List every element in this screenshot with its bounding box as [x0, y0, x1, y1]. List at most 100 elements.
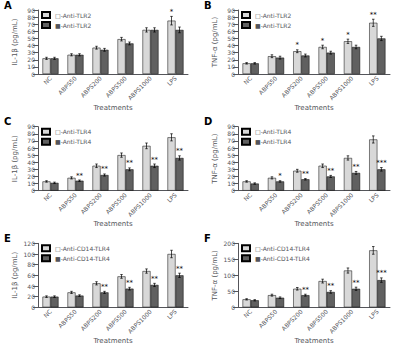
- svg-text:30: 30: [27, 166, 35, 173]
- svg-text:ABPS1000: ABPS1000: [126, 308, 153, 335]
- svg-text:ABPS50: ABPS50: [57, 308, 79, 330]
- svg-text:A: A: [4, 0, 12, 11]
- svg-text:**: **: [176, 265, 184, 273]
- svg-text:80: 80: [27, 14, 35, 21]
- svg-text:40: 40: [27, 42, 35, 49]
- svg-text:50: 50: [227, 288, 235, 295]
- svg-text:40: 40: [27, 283, 35, 290]
- svg-text:80: 80: [27, 261, 35, 268]
- svg-text:LPS: LPS: [165, 74, 178, 87]
- svg-text:60: 60: [27, 28, 35, 35]
- svg-text:D: D: [204, 116, 212, 127]
- svg-text:**: **: [327, 167, 335, 175]
- svg-text:**: **: [151, 156, 159, 164]
- svg-text:ABPS200: ABPS200: [79, 74, 103, 98]
- svg-text:0: 0: [231, 304, 235, 311]
- svg-text:ABPS200: ABPS200: [79, 308, 103, 332]
- svg-text:*: *: [278, 172, 282, 180]
- svg-text:30: 30: [227, 49, 235, 56]
- svg-text:LPS: LPS: [367, 308, 380, 321]
- svg-text:50: 50: [27, 152, 35, 159]
- svg-text:70: 70: [227, 21, 235, 28]
- svg-text:NC: NC: [242, 308, 253, 319]
- svg-text:□-Anti-TLR2: □-Anti-TLR2: [255, 12, 291, 19]
- svg-text:70: 70: [227, 137, 235, 144]
- svg-text:ABPS500: ABPS500: [104, 191, 128, 215]
- svg-text:ABPS1000: ABPS1000: [126, 191, 153, 218]
- svg-text:60: 60: [27, 272, 35, 279]
- svg-text:LPS: LPS: [165, 308, 178, 321]
- svg-text:**: **: [101, 165, 109, 173]
- svg-text:*: *: [346, 31, 350, 39]
- svg-text:LPS: LPS: [165, 191, 178, 204]
- svg-text:20: 20: [227, 56, 235, 63]
- svg-text:**: **: [126, 279, 134, 287]
- svg-text:■-Anti-TLR4: ■-Anti-TLR4: [55, 138, 91, 145]
- svg-text:60: 60: [227, 28, 235, 35]
- svg-text:80: 80: [227, 14, 235, 21]
- svg-text:70: 70: [27, 21, 35, 28]
- svg-text:***: ***: [376, 269, 387, 277]
- svg-text:■-Anti-TLR2: ■-Anti-TLR2: [55, 22, 91, 29]
- svg-text:**: **: [151, 275, 159, 283]
- svg-text:0: 0: [31, 187, 35, 194]
- svg-text:ABPS1000: ABPS1000: [328, 191, 355, 218]
- svg-text:IL-1β (pg/mL): IL-1β (pg/mL): [11, 252, 19, 299]
- svg-text:ABPS50: ABPS50: [57, 191, 79, 213]
- svg-text:30: 30: [227, 166, 235, 173]
- svg-text:ABPS200: ABPS200: [280, 308, 304, 332]
- svg-text:Treatments: Treatments: [92, 104, 133, 112]
- svg-text:LPS: LPS: [367, 74, 380, 87]
- svg-text:100: 100: [224, 272, 236, 279]
- svg-text:TNF-α (pg/mL): TNF-α (pg/mL): [211, 17, 219, 69]
- svg-text:TNF-α (pg/mL): TNF-α (pg/mL): [211, 250, 219, 302]
- svg-text:■-Anti-TLR2: ■-Anti-TLR2: [255, 22, 291, 29]
- svg-text:NC: NC: [42, 308, 53, 319]
- svg-text:Treatments: Treatments: [92, 337, 133, 345]
- svg-text:150: 150: [224, 256, 236, 263]
- svg-text:90: 90: [227, 7, 235, 14]
- svg-text:NC: NC: [242, 75, 253, 86]
- svg-text:NC: NC: [42, 75, 53, 86]
- svg-text:Treatments: Treatments: [293, 220, 334, 228]
- svg-text:*: *: [296, 41, 300, 49]
- svg-text:ABPS200: ABPS200: [280, 191, 304, 215]
- svg-text:70: 70: [27, 137, 35, 144]
- svg-text:NC: NC: [242, 191, 253, 202]
- svg-text:LPS: LPS: [367, 191, 380, 204]
- svg-text:ABPS200: ABPS200: [79, 191, 103, 215]
- svg-text:■-Anti-CD14-TLR4: ■-Anti-CD14-TLR4: [255, 255, 310, 262]
- svg-text:F: F: [204, 233, 211, 244]
- svg-text:50: 50: [27, 35, 35, 42]
- svg-text:120: 120: [24, 240, 36, 247]
- svg-text:ABPS500: ABPS500: [305, 308, 329, 332]
- svg-text:C: C: [4, 116, 11, 127]
- svg-text:ABPS1000: ABPS1000: [328, 74, 355, 101]
- svg-text:■-Anti-TLR4: ■-Anti-TLR4: [255, 138, 291, 145]
- svg-text:**: **: [302, 286, 310, 294]
- svg-text:40: 40: [227, 42, 235, 49]
- svg-text:**: **: [353, 163, 361, 171]
- svg-text:20: 20: [27, 293, 35, 300]
- svg-text:□-Anti-TLR2: □-Anti-TLR2: [55, 12, 91, 19]
- svg-text:0: 0: [31, 304, 35, 311]
- svg-text:80: 80: [227, 130, 235, 137]
- svg-text:10: 10: [227, 180, 235, 187]
- svg-text:60: 60: [27, 145, 35, 152]
- svg-text:ABPS50: ABPS50: [257, 74, 279, 96]
- svg-text:50: 50: [227, 35, 235, 42]
- svg-text:0: 0: [231, 187, 235, 194]
- svg-text:ABPS500: ABPS500: [305, 74, 329, 98]
- svg-text:IL-1β (pg/mL): IL-1β (pg/mL): [11, 135, 19, 182]
- svg-text:0: 0: [31, 71, 35, 78]
- svg-text:Treatments: Treatments: [92, 220, 133, 228]
- svg-text:100: 100: [24, 251, 36, 258]
- svg-text:□-Anti-TLR4: □-Anti-TLR4: [55, 128, 91, 135]
- svg-text:40: 40: [227, 159, 235, 166]
- svg-text:30: 30: [27, 49, 35, 56]
- svg-text:50: 50: [227, 152, 235, 159]
- svg-text:***: ***: [376, 159, 387, 167]
- svg-text:ABPS50: ABPS50: [257, 308, 279, 330]
- svg-text:90: 90: [227, 123, 235, 130]
- svg-text:**: **: [76, 172, 84, 180]
